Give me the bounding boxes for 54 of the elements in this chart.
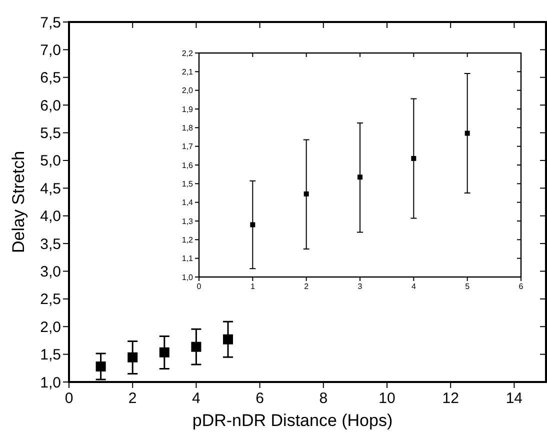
x-axis-title: pDR-nDR Distance (Hops) xyxy=(192,411,393,430)
x-tick-label: 2 xyxy=(304,282,310,291)
y-tick-label: 1,9 xyxy=(182,104,194,114)
y-tick-label: 5,0 xyxy=(40,152,61,170)
y-tick-label: 7,0 xyxy=(40,42,61,59)
y-tick-label: 3,0 xyxy=(40,263,61,280)
point xyxy=(191,342,202,352)
y-tick-label: 7,5 xyxy=(40,14,61,32)
y-tick-label: 4,0 xyxy=(40,208,61,226)
point xyxy=(250,222,256,228)
y-tick-label: 1,3 xyxy=(182,216,194,226)
x-tick-label: 0 xyxy=(64,390,74,407)
y-tick-label: 5,5 xyxy=(40,125,61,142)
y-tick-label: 1,0 xyxy=(182,272,194,282)
x-tick-label: 14 xyxy=(506,390,523,407)
x-tick-label: 6 xyxy=(518,282,524,291)
y-tick-label: 6,0 xyxy=(40,97,61,114)
y-tick-label: 1,6 xyxy=(182,160,194,170)
y-tick-label: 1,7 xyxy=(182,142,194,152)
y-tick-label: 1,1 xyxy=(182,254,194,264)
point xyxy=(159,347,170,358)
x-tick-label: 2 xyxy=(128,390,137,407)
point xyxy=(411,156,416,161)
point xyxy=(223,334,233,344)
y-tick-label: 1,4 xyxy=(182,198,194,208)
point xyxy=(464,130,470,136)
point xyxy=(304,191,309,196)
y-tick-label: 1,2 xyxy=(182,235,194,244)
y-tick-label: 4,5 xyxy=(40,180,61,198)
y-tick-label: 3,5 xyxy=(40,236,61,253)
y-tick-label: 1,8 xyxy=(182,123,194,132)
point xyxy=(358,174,362,180)
y-tick-label: 2,5 xyxy=(40,291,61,308)
y-tick-label: 1,0 xyxy=(40,374,61,392)
x-tick-label: 3 xyxy=(358,282,363,291)
x-tick-label: 6 xyxy=(256,390,264,407)
y-tick-label: 2,1 xyxy=(182,67,194,76)
x-tick-label: 0 xyxy=(196,282,202,291)
y-axis-title: Delay Stretch xyxy=(9,150,28,254)
x-tick-label: 4 xyxy=(411,282,416,291)
point xyxy=(128,352,138,362)
x-tick-label: 1 xyxy=(250,282,256,291)
x-tick-label: 5 xyxy=(465,282,470,291)
x-tick-label: 12 xyxy=(442,390,459,407)
y-tick-label: 1,5 xyxy=(40,346,61,364)
y-tick-label: 2,0 xyxy=(182,86,194,96)
y-tick-label: 2,0 xyxy=(40,318,61,336)
x-tick-label: 10 xyxy=(378,390,396,407)
x-tick-label: 4 xyxy=(192,390,200,407)
y-tick-label: 2,2 xyxy=(182,48,194,58)
x-tick-label: 8 xyxy=(319,390,328,407)
point xyxy=(96,361,106,372)
y-tick-label: 6,5 xyxy=(40,70,61,87)
y-tick-label: 1,5 xyxy=(182,179,194,188)
